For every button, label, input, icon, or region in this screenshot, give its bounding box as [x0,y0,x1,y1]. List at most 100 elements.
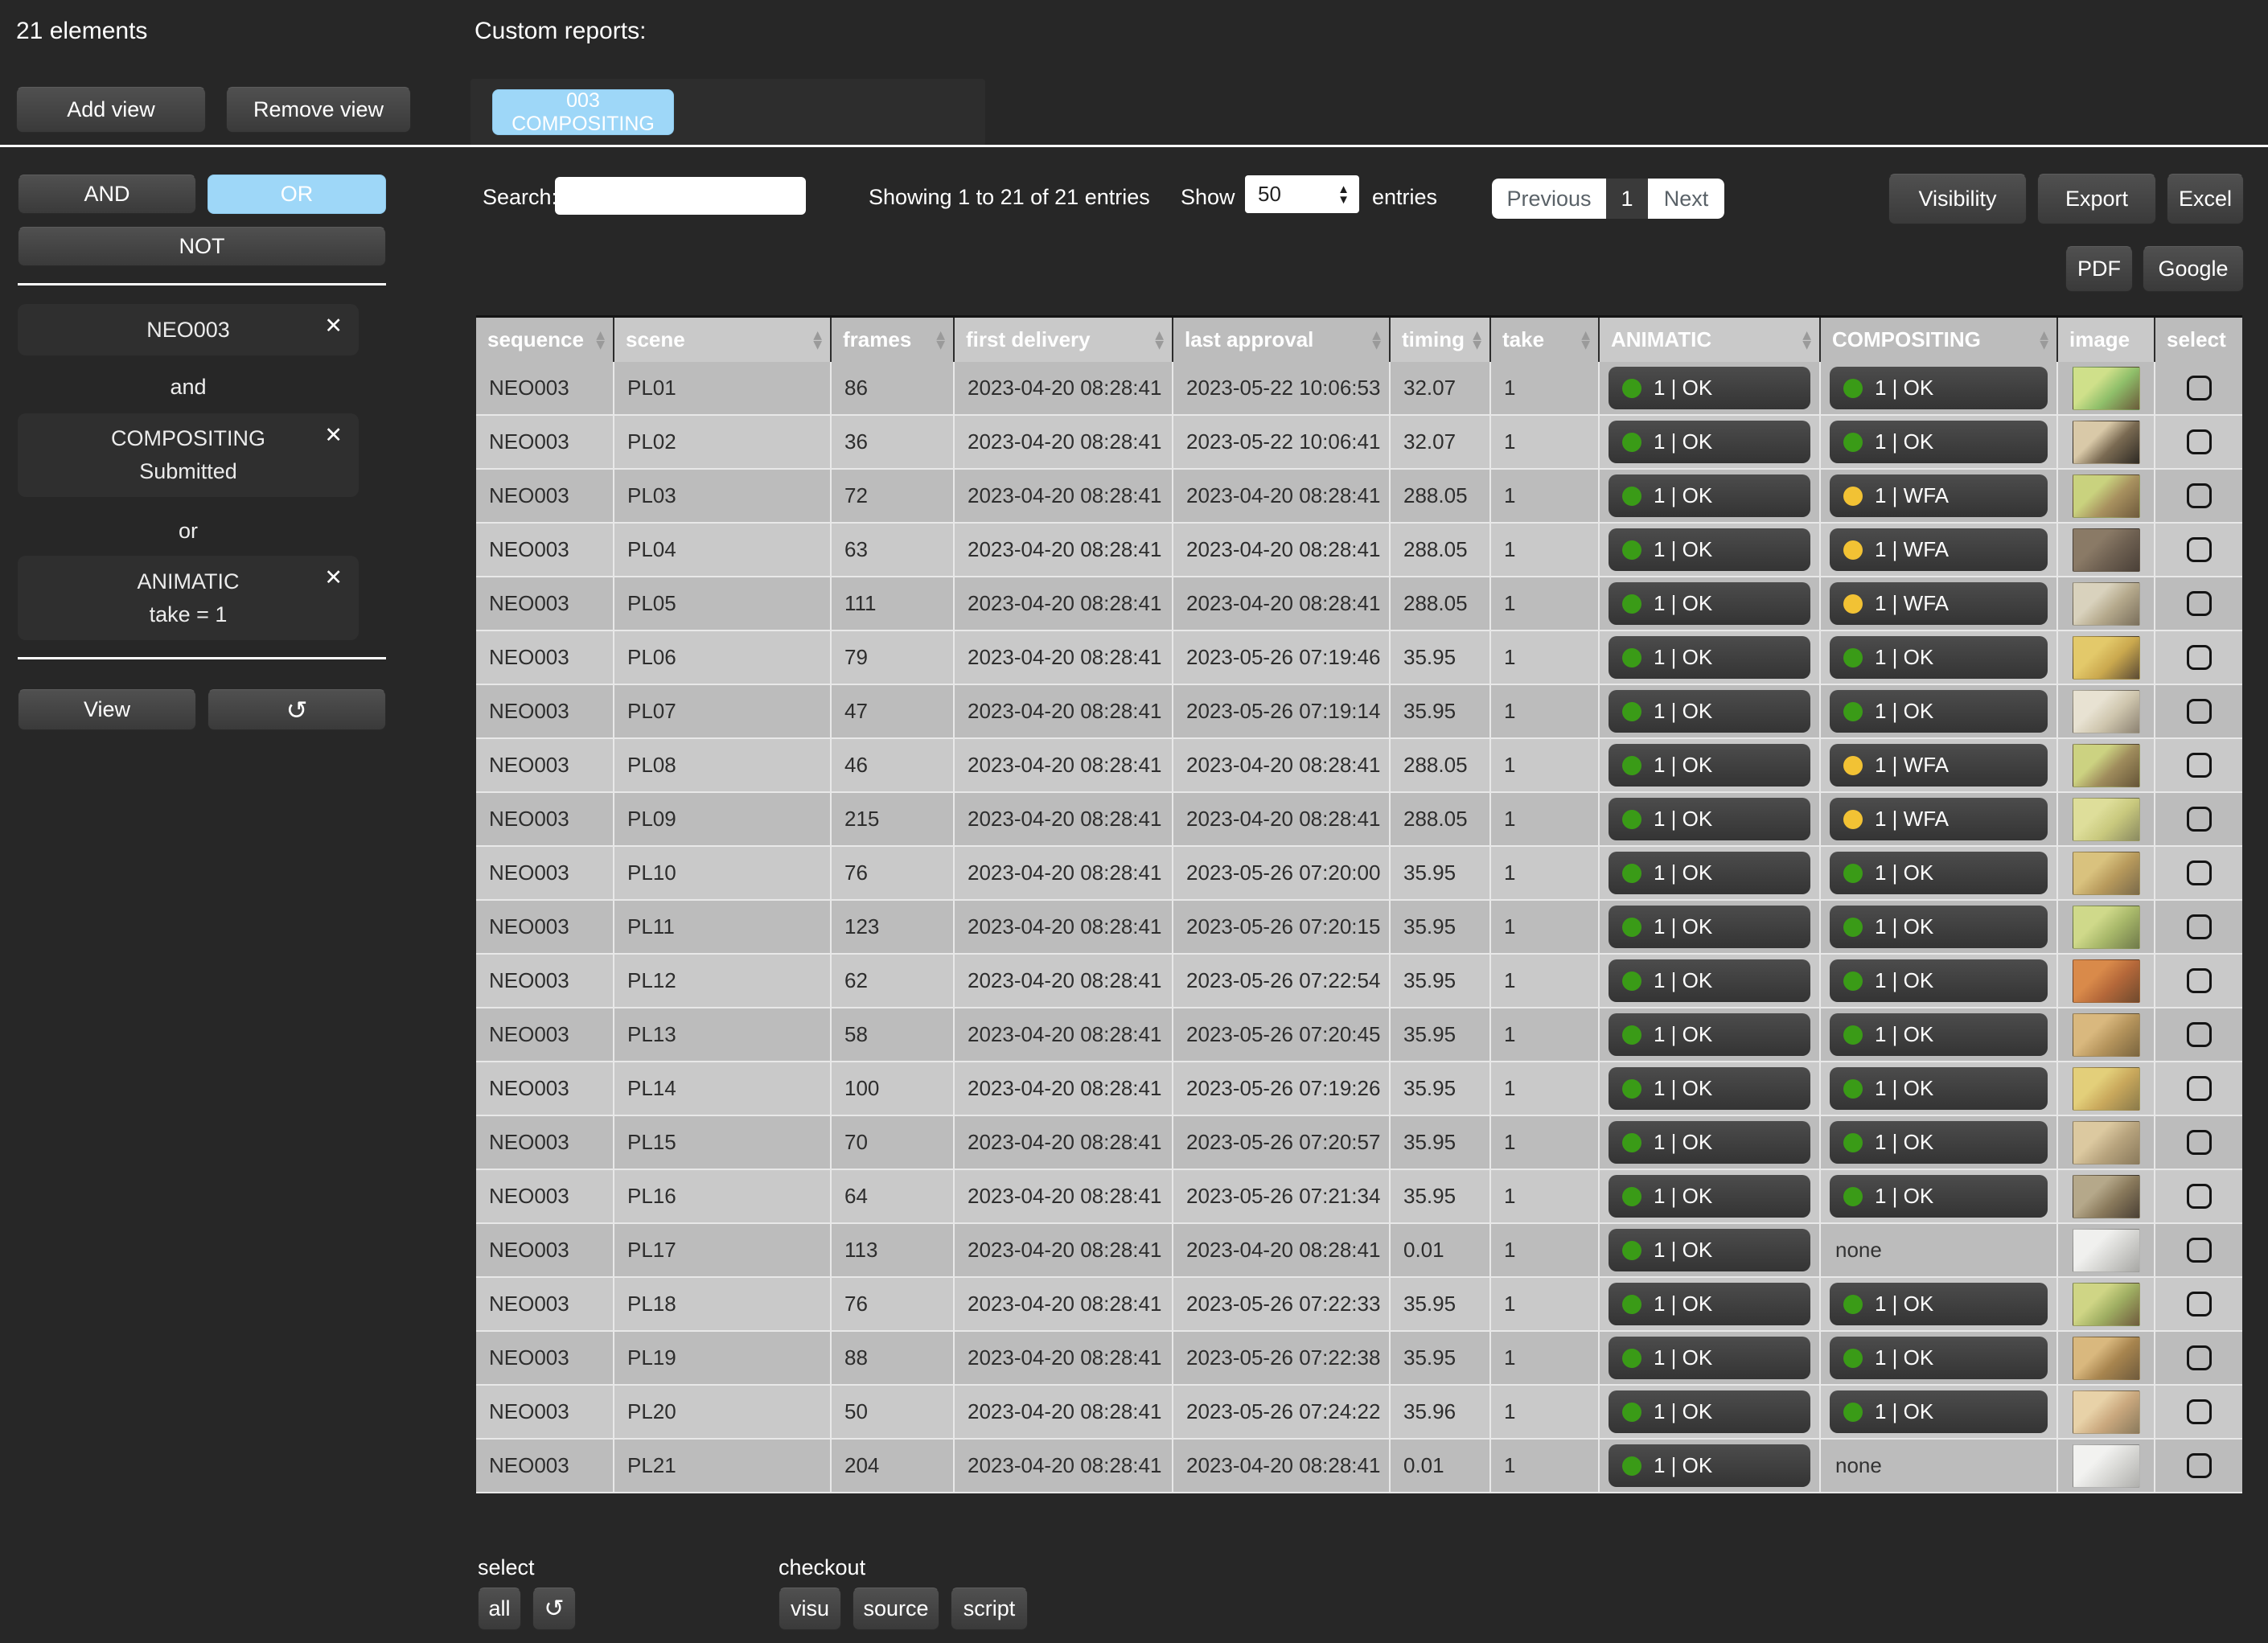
row-select-checkbox[interactable] [2186,1345,2212,1370]
animatic-status-badge[interactable]: 1 | OK [1609,421,1810,463]
animatic-status-badge[interactable]: 1 | OK [1609,528,1810,571]
compositing-status-badge[interactable]: 1 | OK [1830,1337,2048,1379]
google-button[interactable]: Google [2143,246,2244,292]
add-view-button[interactable]: Add view [16,87,206,133]
shot-thumbnail[interactable] [2072,1066,2140,1111]
row-select-checkbox[interactable] [2186,1130,2212,1155]
shot-thumbnail[interactable] [2072,1336,2140,1380]
compositing-status-badge[interactable]: 1 | OK [1830,906,2048,948]
animatic-status-badge[interactable]: 1 | OK [1609,1067,1810,1110]
shot-thumbnail[interactable] [2072,528,2140,572]
row-select-checkbox[interactable] [2186,914,2212,939]
filter-card-compositing[interactable]: COMPOSITING Submitted ✕ [18,413,359,497]
shot-thumbnail[interactable] [2072,1012,2140,1057]
compositing-status-badge[interactable]: none [1830,1444,2048,1487]
animatic-status-badge[interactable]: 1 | OK [1609,690,1810,733]
animatic-status-badge[interactable]: 1 | OK [1609,367,1810,409]
compositing-status-badge[interactable]: 1 | OK [1830,1121,2048,1164]
row-select-checkbox[interactable] [2186,1022,2212,1047]
compositing-status-badge[interactable]: 1 | OK [1830,690,2048,733]
filter-and-button[interactable]: AND [18,175,196,214]
column-header[interactable]: sequence ▲ ▼ [476,318,614,362]
animatic-status-badge[interactable]: 1 | OK [1609,1283,1810,1325]
filter-not-button[interactable]: NOT [18,227,386,266]
row-select-checkbox[interactable] [2186,861,2212,885]
compositing-status-badge[interactable]: 1 | WFA [1830,474,2048,517]
previous-page-button[interactable]: Previous [1492,179,1606,219]
sort-arrows-icon[interactable]: ▲ ▼ [813,328,822,351]
compositing-status-badge[interactable]: 1 | WFA [1830,798,2048,840]
compositing-status-badge[interactable]: 1 | OK [1830,636,2048,679]
shot-thumbnail[interactable] [2072,1444,2140,1488]
row-select-checkbox[interactable] [2186,807,2212,832]
row-select-checkbox[interactable] [2186,376,2212,400]
shot-thumbnail[interactable] [2072,1390,2140,1434]
shot-thumbnail[interactable] [2072,689,2140,733]
shot-thumbnail[interactable] [2072,635,2140,680]
animatic-status-badge[interactable]: 1 | OK [1609,1390,1810,1433]
view-button[interactable]: View [18,689,196,730]
remove-filter-icon[interactable]: ✕ [324,423,343,448]
shot-thumbnail[interactable] [2072,959,2140,1003]
shot-thumbnail[interactable] [2072,905,2140,949]
row-select-checkbox[interactable] [2186,1399,2212,1424]
compositing-status-badge[interactable]: none [1830,1229,2048,1271]
compositing-status-badge[interactable]: 1 | OK [1830,1175,2048,1218]
animatic-status-badge[interactable]: 1 | OK [1609,1121,1810,1164]
animatic-status-badge[interactable]: 1 | OK [1609,906,1810,948]
animatic-status-badge[interactable]: 1 | OK [1609,852,1810,894]
remove-view-button[interactable]: Remove view [226,87,411,133]
filter-card-neo003[interactable]: NEO003 ✕ [18,304,359,355]
animatic-status-badge[interactable]: 1 | OK [1609,798,1810,840]
column-header[interactable]: select ▲▼ [2155,318,2242,362]
next-page-button[interactable]: Next [1648,179,1724,219]
compositing-status-badge[interactable]: 1 | OK [1830,852,2048,894]
filter-or-button[interactable]: OR [207,175,386,214]
shot-thumbnail[interactable] [2072,743,2140,787]
row-select-checkbox[interactable] [2186,968,2212,993]
compositing-status-badge[interactable]: 1 | OK [1830,1283,2048,1325]
animatic-status-badge[interactable]: 1 | OK [1609,636,1810,679]
sort-arrows-icon[interactable]: ▲ ▼ [2040,328,2048,351]
animatic-status-badge[interactable]: 1 | OK [1609,1229,1810,1271]
row-select-checkbox[interactable] [2186,591,2212,616]
compositing-status-badge[interactable]: 1 | OK [1830,1013,2048,1056]
sort-arrows-icon[interactable]: ▲ ▼ [1581,328,1590,351]
shot-thumbnail[interactable] [2072,1282,2140,1326]
column-header[interactable]: last approval ▲ ▼ [1173,318,1391,362]
sort-arrows-icon[interactable]: ▲ ▼ [1372,328,1381,351]
excel-button[interactable]: Excel [2167,174,2244,224]
shot-thumbnail[interactable] [2072,474,2140,518]
sort-arrows-icon[interactable]: ▲ ▼ [1802,328,1811,351]
animatic-status-badge[interactable]: 1 | OK [1609,959,1810,1002]
shot-thumbnail[interactable] [2072,366,2140,410]
compositing-status-badge[interactable]: 1 | WFA [1830,744,2048,787]
row-select-checkbox[interactable] [2186,537,2212,562]
checkout-source-button[interactable]: source [853,1588,939,1630]
shot-thumbnail[interactable] [2072,1120,2140,1164]
compositing-status-badge[interactable]: 1 | OK [1830,1067,2048,1110]
select-all-button[interactable]: all [478,1588,521,1630]
column-header[interactable]: first delivery ▲ ▼ [955,318,1173,362]
report-tab-003-compositing[interactable]: 003 COMPOSITING [492,89,674,135]
column-header[interactable]: ANIMATIC ▲ ▼ [1600,318,1821,362]
shot-thumbnail[interactable] [2072,797,2140,841]
current-page-number[interactable]: 1 [1606,179,1648,219]
column-header[interactable]: take ▲ ▼ [1491,318,1600,362]
row-select-checkbox[interactable] [2186,1453,2212,1478]
filter-card-animatic[interactable]: ANIMATIC take = 1 ✕ [18,556,359,640]
animatic-status-badge[interactable]: 1 | OK [1609,1337,1810,1379]
visibility-button[interactable]: Visibility [1888,174,2027,224]
compositing-status-badge[interactable]: 1 | OK [1830,367,2048,409]
select-reset-button[interactable]: ↺ [532,1588,576,1630]
row-select-checkbox[interactable] [2186,645,2212,670]
compositing-status-badge[interactable]: 1 | OK [1830,421,2048,463]
search-input[interactable] [555,177,806,215]
animatic-status-badge[interactable]: 1 | OK [1609,474,1810,517]
row-select-checkbox[interactable] [2186,753,2212,778]
row-select-checkbox[interactable] [2186,1184,2212,1209]
shot-thumbnail[interactable] [2072,581,2140,626]
row-select-checkbox[interactable] [2186,1076,2212,1101]
row-select-checkbox[interactable] [2186,699,2212,724]
animatic-status-badge[interactable]: 1 | OK [1609,744,1810,787]
